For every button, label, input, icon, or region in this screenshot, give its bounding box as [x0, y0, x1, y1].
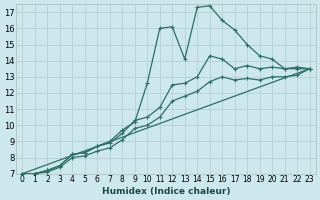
X-axis label: Humidex (Indice chaleur): Humidex (Indice chaleur)	[102, 187, 230, 196]
